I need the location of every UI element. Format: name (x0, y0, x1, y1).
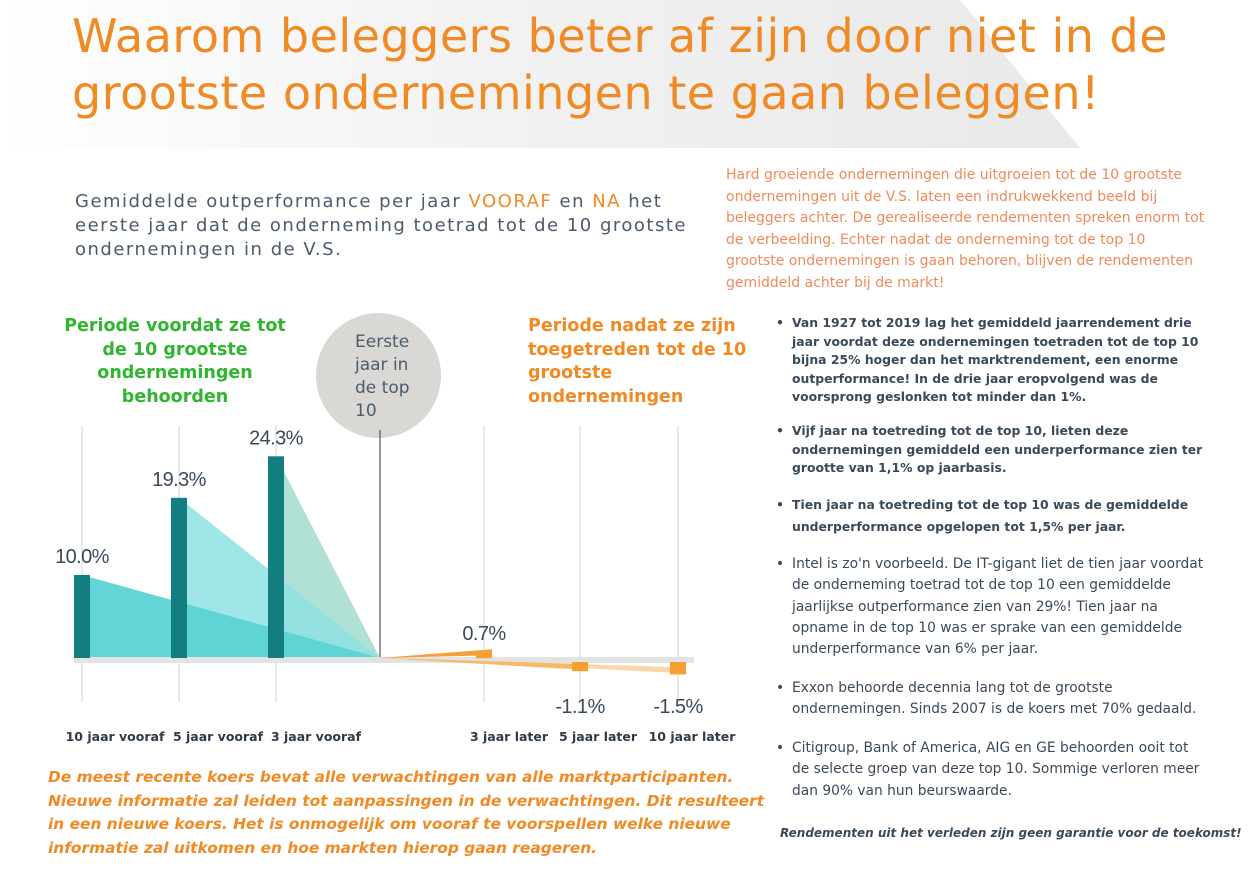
baseline (74, 657, 694, 663)
chart-subtitle: Gemiddelde outperformance per jaar VOORA… (75, 190, 695, 262)
data-label: -1.5% (653, 696, 703, 718)
fan-wedge-after (380, 649, 492, 658)
subtitle-part2: en (552, 191, 593, 212)
subtitle-part3: het eerste jaar dat de onderneming toetr… (75, 191, 687, 260)
intro-paragraph: Hard groeiende ondernemingen die uitgroe… (726, 167, 1205, 291)
fan-wedge-after (380, 658, 588, 671)
chart-bar (572, 662, 588, 672)
data-label: 19.3% (152, 469, 207, 491)
bullet-item: Vijf jaar na toetreding tot de top 10, l… (776, 422, 1207, 478)
footer-note: De meest recente koers bevat alle verwac… (48, 768, 765, 858)
bullet-item: Exxon behoorde decennia lang tot de groo… (776, 678, 1207, 721)
bullet-item: Intel is zo'n voorbeeld. De IT-gigant li… (776, 554, 1207, 660)
disclaimer: Rendementen uit het verleden zijn geen g… (780, 826, 1242, 840)
fan-wedge (82, 575, 380, 658)
category-label: 3 jaar vooraf (271, 729, 362, 744)
bullet-item: Citigroup, Bank of America, AIG en GE be… (776, 738, 1207, 802)
outperformance-chart: 10.0% 19.3% 24.3% 0.7% -1.1% -1.5% 10 jaar voo… (55, 426, 737, 744)
bullet-item: Tien jaar na toetreding tot de top 10 wa… (776, 494, 1207, 538)
chart-bar (670, 662, 686, 675)
period-before-label: Periode voordat ze tot de 10 grootste on… (64, 316, 286, 407)
first-year-circle (316, 313, 441, 438)
page-title: Waarom beleggers beter af zijn door niet… (72, 9, 1169, 120)
chart-bar (476, 652, 492, 659)
subtitle-highlight-na: NA (592, 191, 621, 212)
category-label: 5 jaar vooraf (173, 729, 264, 744)
title-banner (0, 0, 1080, 148)
subtitle-part1: Gemiddelde outperformance per jaar (75, 191, 469, 212)
first-year-label: Eerste jaar in de top 10 (355, 332, 410, 421)
subtitle-highlight-vooraf: VOORAF (468, 191, 553, 212)
bullet-item: Van 1927 tot 2019 lag het gemiddeld jaar… (776, 314, 1207, 407)
data-label: -1.1% (555, 696, 605, 718)
chart-bar (268, 456, 284, 658)
category-label: 3 jaar later (470, 729, 549, 744)
category-label: 5 jaar later (559, 729, 638, 744)
category-label: 10 jaar vooraf (66, 729, 165, 744)
data-label: 0.7% (462, 623, 506, 645)
data-label: 10.0% (55, 546, 110, 568)
period-after-label: Periode nadat ze zijn toegetreden tot de… (528, 316, 747, 407)
chart-bar (74, 575, 90, 658)
chart-bar (171, 497, 187, 658)
data-label: 24.3% (249, 427, 304, 449)
category-label: 10 jaar later (649, 729, 737, 744)
